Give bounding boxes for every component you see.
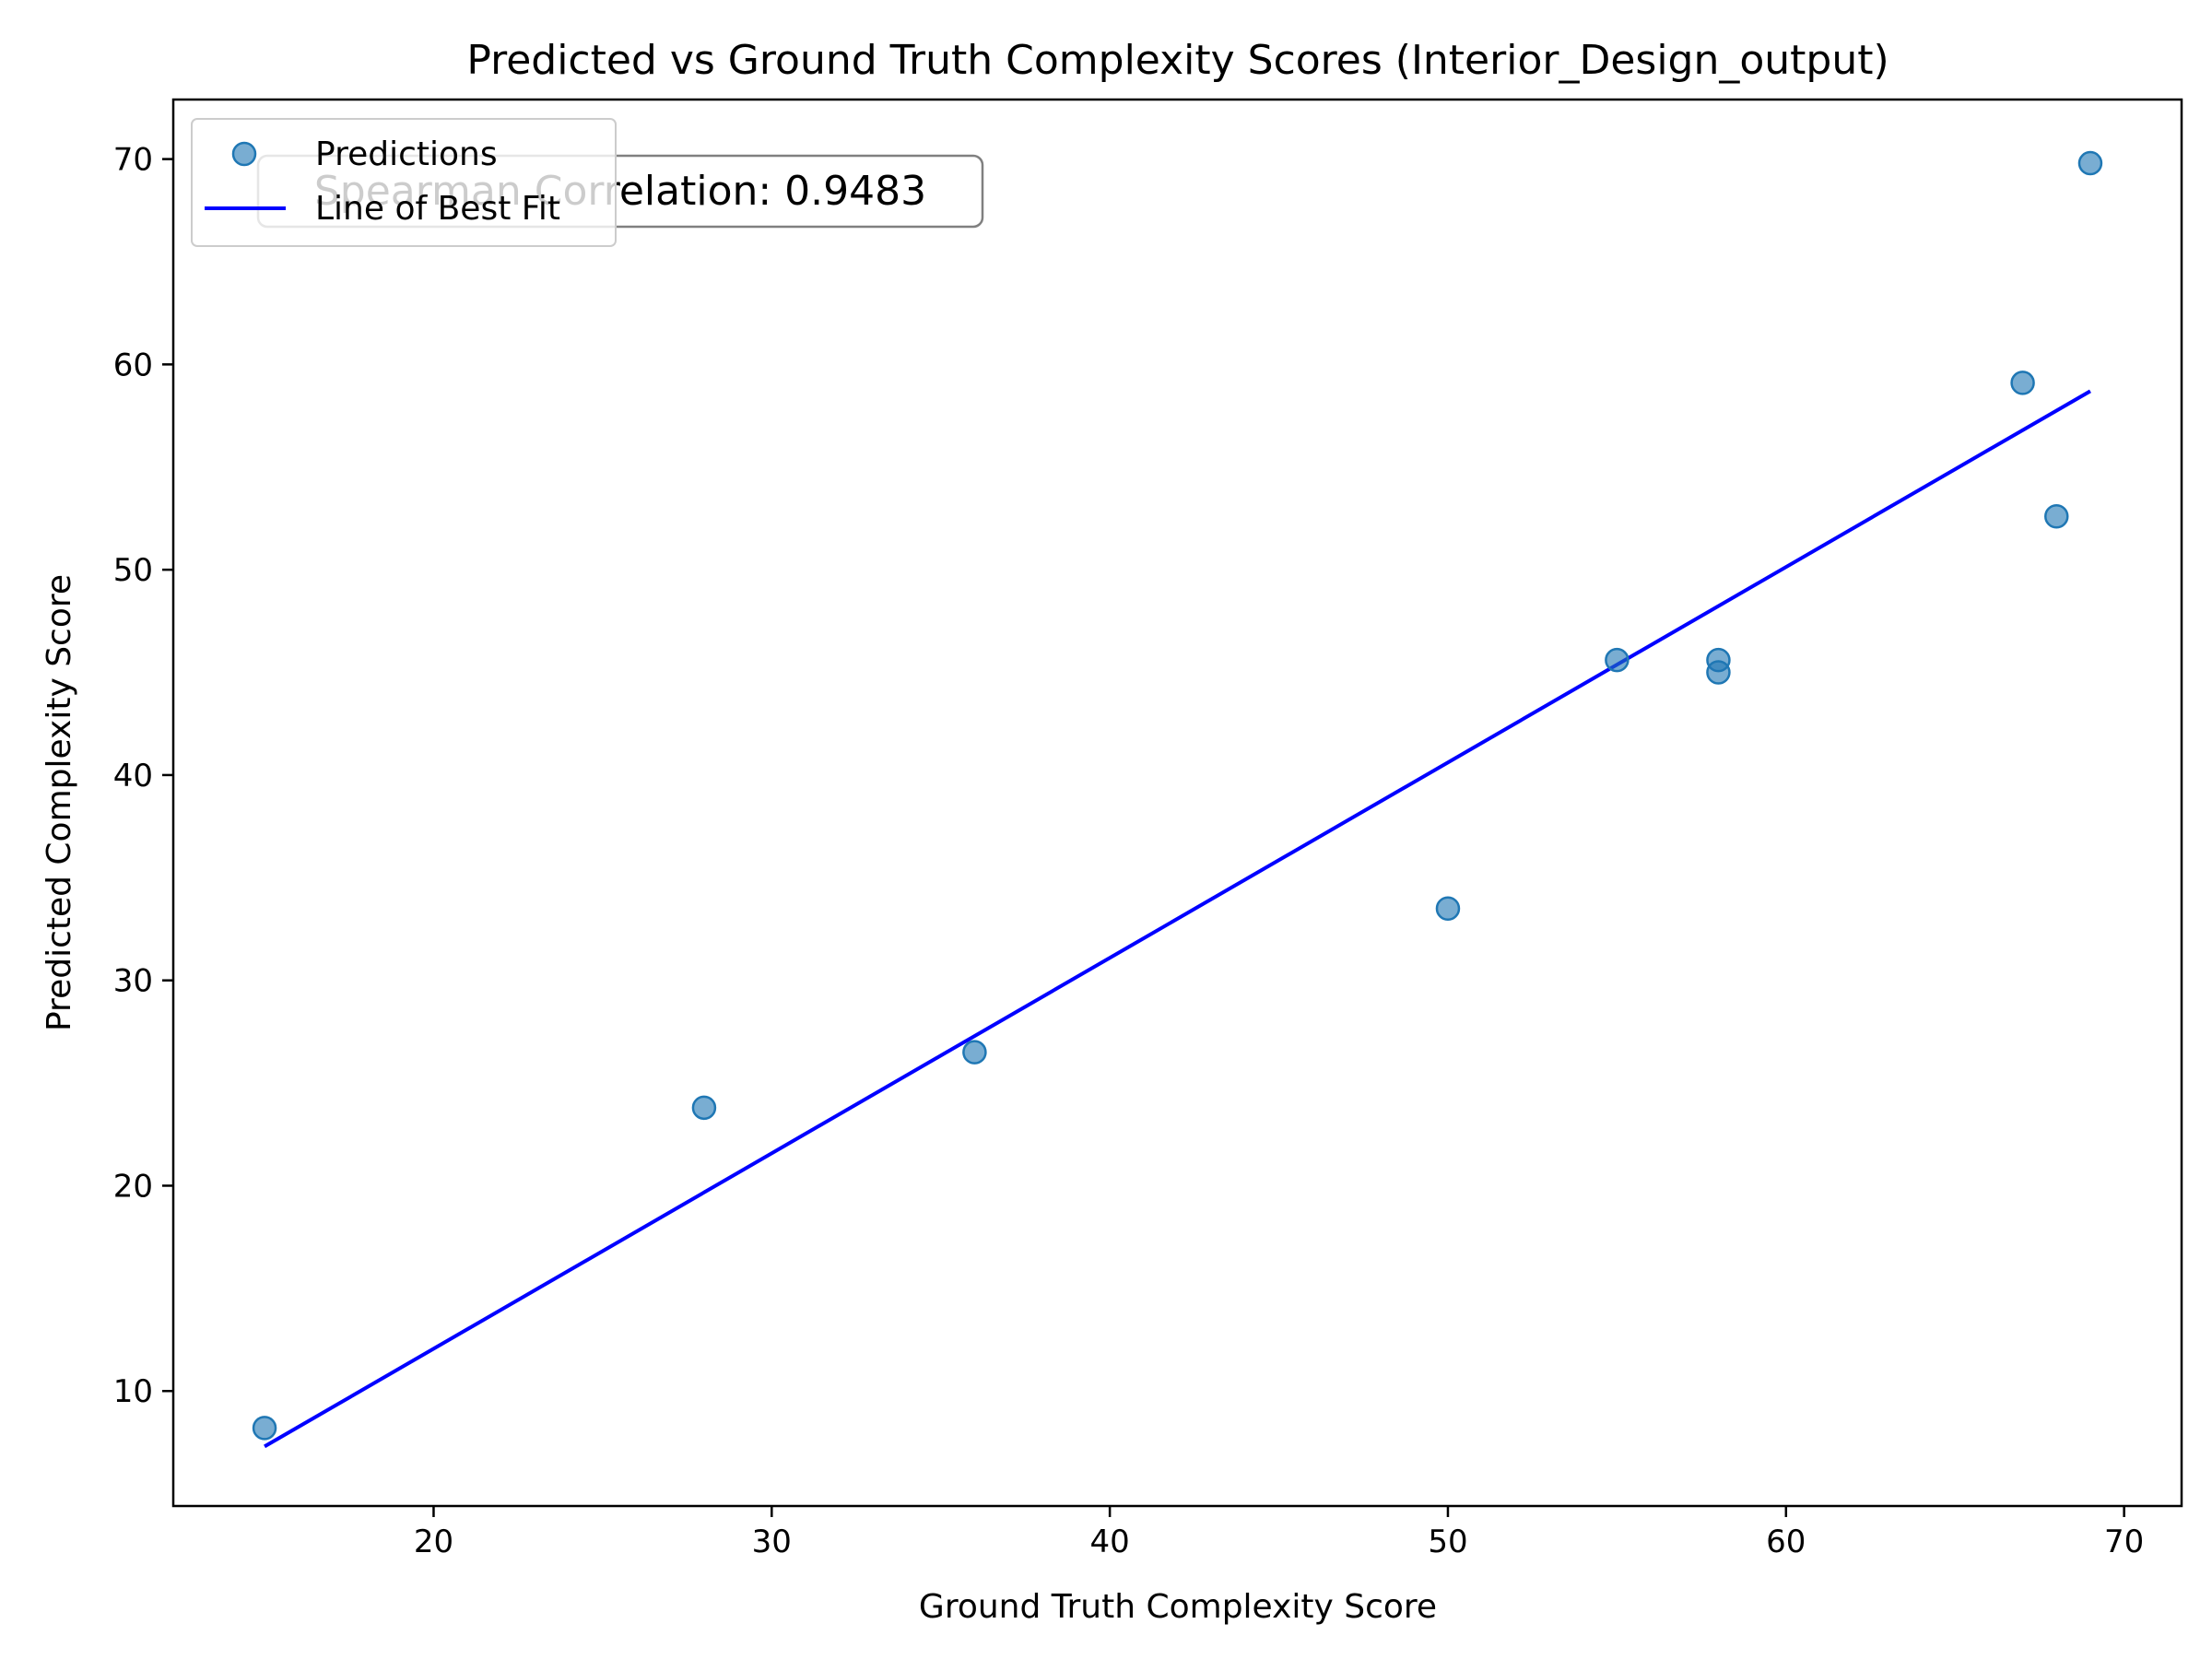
data-point [691,1095,717,1121]
x-tick-label: 40 [1090,1524,1130,1560]
legend-predictions-marker [231,141,257,167]
data-point [1706,660,1731,685]
legend-fit-line-label: Line of Best Fit [315,190,560,228]
data-point [2044,503,2069,529]
legend: Predictions Line of Best Fit [191,118,617,247]
y-tick-label: 30 [113,963,153,1000]
y-tick-label: 50 [113,552,153,589]
data-point [252,1416,277,1441]
data-point [2010,371,2035,395]
legend-predictions-label: Predictions [315,135,498,173]
x-axis: 20 30 40 50 60 70 [414,1506,2144,1560]
x-tick-label: 20 [414,1524,453,1560]
x-tick-label: 70 [2104,1524,2144,1560]
y-tick-label: 10 [113,1373,153,1410]
data-point [962,1040,987,1065]
chart-title: Predicted vs Ground Truth Complexity Sco… [466,37,1888,84]
y-tick-label: 20 [113,1168,153,1205]
y-axis-label: Predicted Complexity Score [41,574,78,1031]
y-tick-label: 70 [113,142,153,179]
x-tick-label: 50 [1428,1524,1467,1560]
y-axis: 10 20 30 40 50 60 70 [113,142,173,1410]
data-point [2077,150,2103,176]
x-tick-label: 60 [1766,1524,1806,1560]
best-fit-line [264,389,2091,1449]
x-tick-label: 30 [752,1524,792,1560]
data-point [1435,896,1461,921]
y-tick-label: 40 [113,758,153,794]
plot-frame [171,98,2183,1508]
plot-area [252,150,2103,1449]
y-tick-label: 60 [113,347,153,383]
data-point [1605,647,1630,673]
x-axis-label: Ground Truth Complexity Score [919,1588,1437,1626]
legend-box [191,118,617,247]
